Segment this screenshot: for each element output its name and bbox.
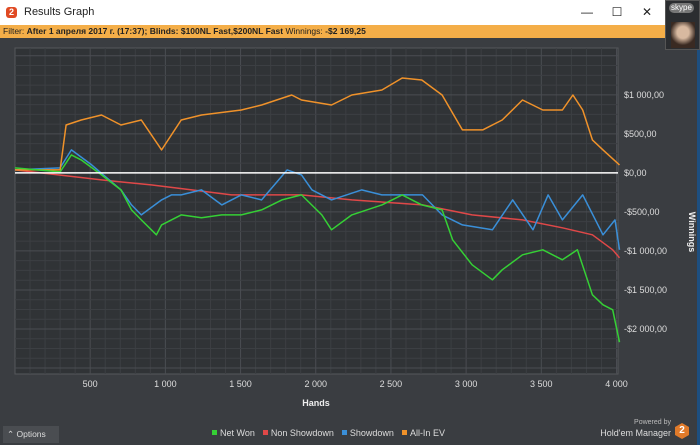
legend-item-net-won[interactable]: Net Won [212, 428, 255, 438]
y-tick-label: -$2 000,00 [624, 324, 667, 334]
skype-icon: skype [669, 3, 694, 13]
powered-by-text: Powered by [634, 419, 671, 426]
x-tick-label: 4 000 [605, 379, 628, 389]
window-title: Results Graph [24, 6, 95, 18]
results-chart: 500 1 000 1 500 2 000 2 500 3 000 3 500 4 000 $1… [14, 47, 697, 408]
options-button[interactable]: ⌃ Options [3, 426, 59, 443]
y-tick-label: $500,00 [624, 129, 657, 139]
close-button[interactable]: ✕ [641, 5, 653, 19]
winnings-value: -$2 169,25 [325, 26, 366, 36]
product-name: Hold'em Manager [600, 428, 671, 438]
legend-item-showdown[interactable]: Showdown [341, 428, 394, 438]
legend-swatch [212, 430, 217, 435]
x-tick-label: 1 500 [229, 379, 252, 389]
x-tick-label: 3 000 [455, 379, 478, 389]
series-line-net-won [14, 154, 621, 343]
options-label: Options [16, 429, 46, 439]
x-tick-label: 2 000 [304, 379, 327, 389]
legend-swatch [262, 430, 268, 435]
maximize-button[interactable]: ☐ [611, 5, 623, 19]
legend-swatch [341, 430, 347, 435]
legend-swatch [401, 430, 407, 435]
legend-label: All-In EV [409, 428, 445, 438]
filter-bar: Filter: After 1 апреля 2017 г. (17:37); … [0, 25, 663, 38]
x-tick-label: 3 500 [530, 379, 553, 389]
x-tick-label: 500 [83, 379, 98, 389]
legend: Net Won Non Showdown Showdown All-In EV [212, 428, 453, 438]
legend-item-all-in-ev[interactable]: All-In EV [401, 428, 445, 438]
winnings-label: Winnings: [285, 26, 323, 36]
powered-by: Powered by Hold'em Manager [600, 418, 671, 439]
y-tick-label: -$1 500,00 [624, 285, 667, 295]
y-tick-label: $0,00 [624, 168, 647, 178]
y-tick-label: $1 000,00 [624, 90, 664, 100]
x-axis-label: Hands [302, 398, 330, 408]
x-tick-label: 2 500 [380, 379, 403, 389]
y-tick-label: -$1 000,00 [624, 246, 667, 256]
skype-overlay[interactable]: skype [665, 0, 700, 50]
series-line-all-in-ev [15, 77, 621, 171]
legend-label: Net Won [220, 428, 255, 438]
legend-label: Showdown [349, 428, 394, 438]
hm2-badge-icon: 2 [675, 423, 689, 439]
x-tick-label: 1 000 [154, 379, 177, 389]
legend-item-non-showdown[interactable]: Non Showdown [262, 428, 334, 438]
y-axis-label: Winnings [687, 212, 697, 252]
title-bar: 2 Results Graph — ☐ ✕ [0, 0, 697, 25]
minimize-button[interactable]: — [581, 5, 593, 19]
series-line-showdown [14, 149, 621, 250]
legend-label: Non Showdown [270, 428, 334, 438]
avatar [671, 22, 695, 48]
filter-value: After 1 апреля 2017 г. (17:37); Blinds: … [26, 26, 284, 36]
hm2-logo-icon: 2 [6, 7, 17, 18]
y-tick-label: -$500,00 [624, 207, 660, 217]
filter-label: Filter: [3, 26, 25, 36]
